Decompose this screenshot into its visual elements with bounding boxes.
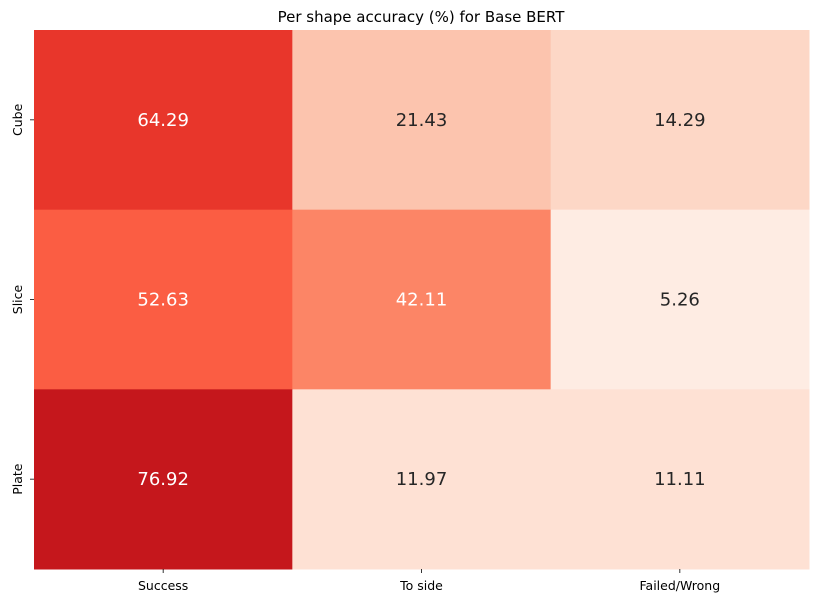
cell-value-label: 5.26 [660,290,700,311]
heatmap-cell-2-3 [550,209,810,390]
y-tick-label: Cube [10,103,25,136]
y-axis: Cube Slice Plate [10,103,34,495]
heatmap-cell-3-3 [550,389,810,570]
cell-value-label: 21.43 [396,110,448,131]
cell-value-label: 42.11 [396,290,448,311]
chart-title: Per shape accuracy (%) for Base BERT [278,8,566,26]
cell-value-label: 11.11 [654,469,706,490]
heatmap-cell-2-2 [292,209,552,390]
x-tick-label: To side [399,578,443,593]
heatmap-cell-3-1 [34,389,293,570]
y-tick-label: Plate [10,463,25,495]
heatmap-cell-1-3 [550,30,810,211]
x-tick-label: Failed/Wrong [640,578,721,593]
heatmap-cell-3-2 [292,389,552,570]
heatmap-cells: 64.29 21.43 14.29 52.63 42.11 5.26 76.92 11.97 1… [34,30,810,570]
x-tick-label: Success [138,578,188,593]
heatmap-cell-1-2 [292,30,552,211]
cell-value-label: 14.29 [654,110,706,131]
y-tick-label: Slice [10,284,25,314]
cell-value-label: 11.97 [396,469,448,490]
cell-value-label: 64.29 [137,110,189,131]
cell-value-label: 52.63 [137,290,189,311]
cell-value-label: 76.92 [137,469,189,490]
heatmap-cell-2-1 [34,209,293,390]
x-axis: Success To side Failed/Wrong [138,569,720,593]
heatmap-cell-1-1 [34,30,293,211]
